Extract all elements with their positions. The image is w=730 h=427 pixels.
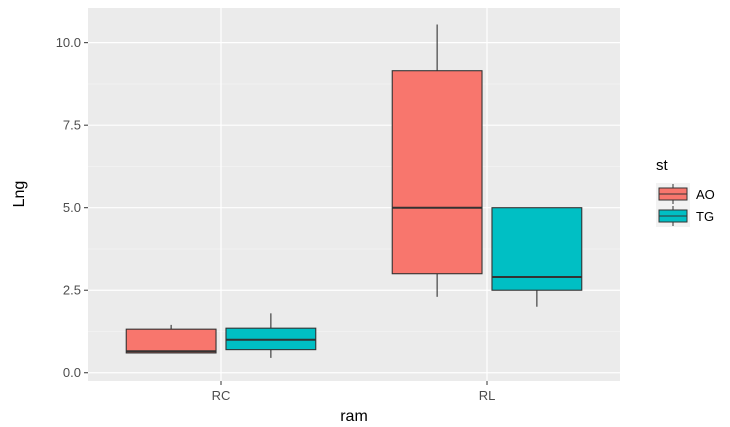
y-axis: 0.0 2.5 5.0 7.5 10.0 — [56, 35, 88, 380]
y-tick-label: 0.0 — [63, 365, 81, 380]
legend-label: AO — [696, 187, 715, 202]
x-tick-label: RC — [212, 388, 231, 403]
y-tick-label: 5.0 — [63, 200, 81, 215]
box-body — [391, 70, 483, 275]
box-TG-RC — [225, 313, 317, 358]
plot-panel — [88, 8, 620, 381]
legend-title: st — [656, 157, 669, 174]
box-body — [125, 328, 217, 354]
y-tick-label: 2.5 — [63, 283, 81, 298]
boxes-layer — [125, 24, 583, 358]
box-TG-RL — [491, 207, 583, 307]
legend-label: TG — [696, 209, 714, 224]
legend: st AO TG — [656, 157, 715, 227]
y-tick-label: 10.0 — [56, 35, 81, 50]
y-tick-label: 7.5 — [63, 118, 81, 133]
x-axis-title: ram — [340, 408, 368, 425]
x-axis: RC RL — [212, 381, 496, 403]
grid-lines — [88, 8, 620, 381]
box-AO-RC — [125, 324, 217, 354]
legend-item-TG: TG — [656, 205, 714, 227]
y-axis-title: Lng — [11, 181, 28, 208]
legend-item-AO: AO — [656, 183, 715, 205]
box-AO-RL — [391, 24, 483, 297]
x-tick-label: RL — [479, 388, 496, 403]
